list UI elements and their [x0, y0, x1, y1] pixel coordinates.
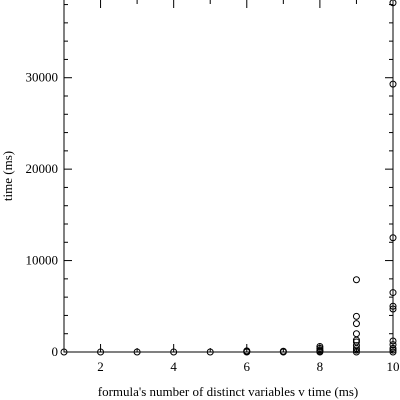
data-points	[61, 0, 396, 355]
x-tick-label: 2	[97, 359, 104, 374]
data-point	[353, 321, 359, 327]
x-tick-label: 10	[387, 359, 400, 374]
y-tick-labels: 0 10000 20000 30000	[26, 70, 59, 359]
y-tick-label: 10000	[26, 253, 59, 268]
y-tick-label: 0	[52, 344, 59, 359]
x-axis-title: formula's number of distinct variables v…	[98, 384, 358, 399]
plot-area	[64, 0, 393, 352]
data-point	[353, 277, 359, 283]
axis-ticks	[64, 0, 393, 352]
plot-frame	[64, 0, 393, 352]
y-tick-label: 30000	[26, 70, 59, 85]
x-tick-label: 4	[170, 359, 177, 374]
x-tick-labels: 2 4 6 8 10	[97, 359, 399, 374]
x-tick-label: 6	[244, 359, 251, 374]
data-point	[353, 313, 359, 319]
y-tick-label: 20000	[26, 161, 59, 176]
y-axis-title: time (ms)	[0, 151, 15, 201]
data-point	[353, 331, 359, 337]
x-tick-label: 8	[317, 359, 324, 374]
